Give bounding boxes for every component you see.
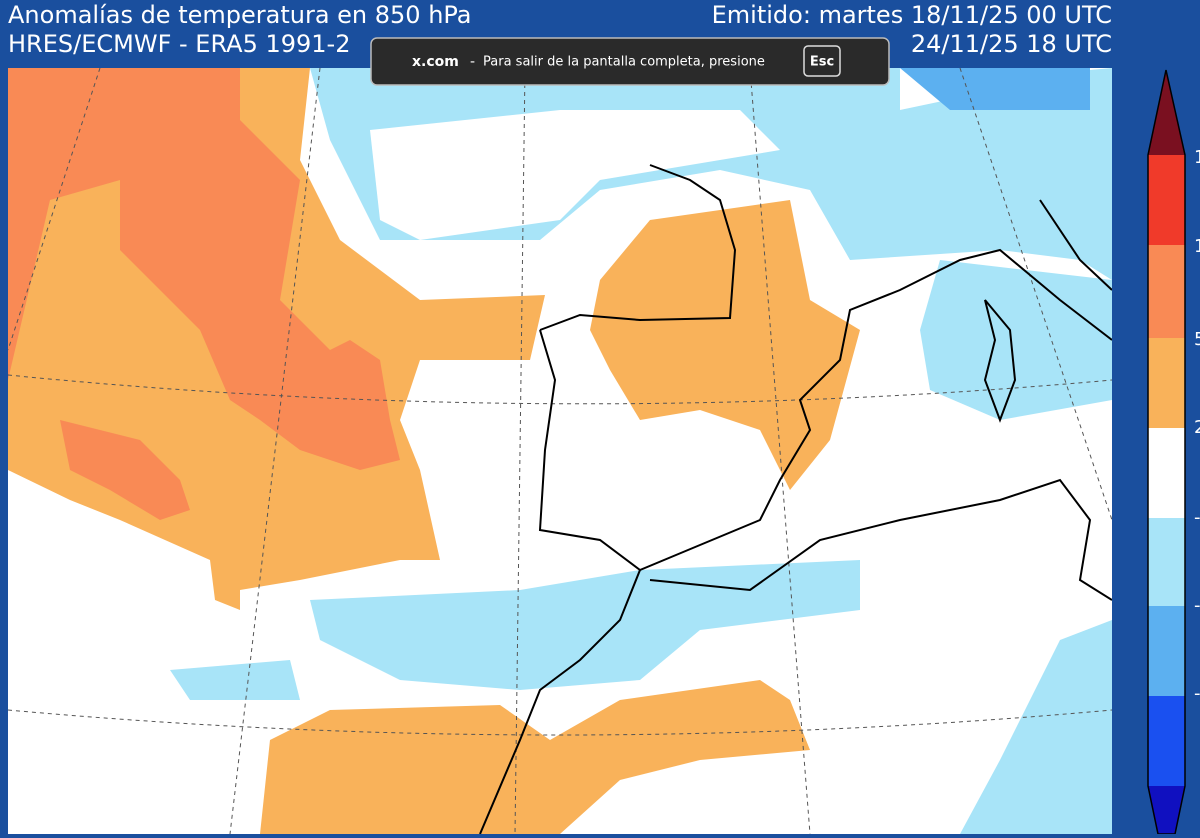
colorbar-segment	[1148, 338, 1185, 428]
cool-anomaly	[170, 660, 300, 700]
colorbar-segment	[1148, 606, 1185, 696]
notice-separator: -	[470, 54, 475, 70]
fullscreen-notice: x.com - Para salir de la pantalla comple…	[370, 37, 890, 86]
colorbar-segment	[1148, 518, 1185, 606]
cool-anomaly	[310, 560, 860, 690]
esc-key[interactable]	[803, 45, 841, 77]
valid-date: 24/11/25 18 UTC	[911, 30, 1112, 58]
colorbar-label: 1	[1194, 147, 1200, 168]
map-title: Anomalías de temperatura en 850 hPa	[8, 1, 472, 29]
cool-anomaly	[960, 620, 1112, 834]
colorbar-label: 2	[1194, 417, 1200, 438]
colorbar-segment	[1148, 70, 1185, 155]
map-subtitle: HRES/ECMWF - ERA5 1991-2	[8, 30, 350, 58]
notice-box	[370, 37, 890, 86]
colorbar-segment	[1148, 786, 1185, 834]
coastline	[479, 164, 1112, 834]
cool-anomaly	[920, 260, 1112, 420]
colorbar-label: 5	[1194, 329, 1200, 350]
colorbar-label: -	[1194, 507, 1200, 528]
colorbar-label: 1	[1194, 236, 1200, 257]
colorbar-label: -	[1194, 683, 1200, 704]
notice-message: Para salir de la pantalla completa, pres…	[483, 55, 765, 70]
strong-warm-anomaly	[8, 68, 400, 470]
colorbar-segment	[1148, 245, 1185, 338]
neutral-band	[370, 110, 780, 240]
warm-anomaly	[590, 200, 860, 490]
colorbar-segment	[1148, 696, 1185, 786]
colorbar-label: -	[1194, 595, 1200, 616]
colorbar-segment	[1148, 155, 1185, 245]
esc-key-label[interactable]: Esc	[810, 55, 834, 70]
warm-anomaly	[260, 680, 810, 834]
issued-date: Emitido: martes 18/11/25 00 UTC	[712, 1, 1112, 29]
graticule	[8, 68, 1112, 834]
map	[8, 68, 1112, 834]
strong-warm-anomaly	[60, 420, 190, 520]
notice-site: x.com	[412, 54, 459, 70]
cold-anomaly	[900, 68, 1090, 110]
colorbar: 1 1 5 2 - - -	[1147, 69, 1200, 835]
colorbar-segment	[1148, 428, 1185, 518]
